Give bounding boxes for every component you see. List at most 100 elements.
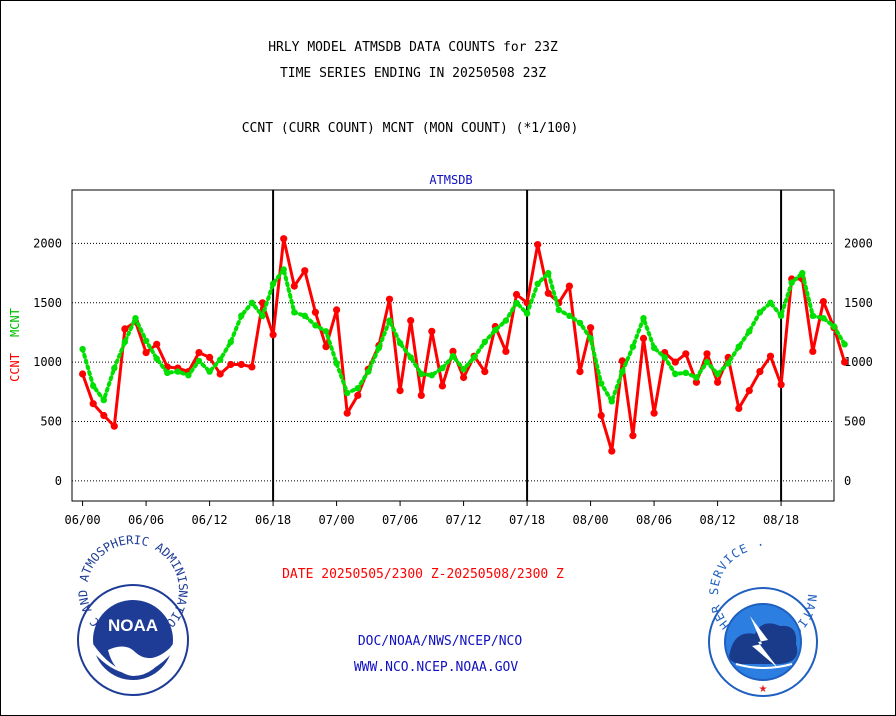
ccnt-point [311,308,319,316]
mcnt-point [238,312,245,319]
ccnt-point [153,340,161,348]
ccnt-point [227,360,235,369]
x-tick-label: 08/00 [573,513,609,527]
mcnt-point [714,370,721,378]
ccnt-point [692,378,701,386]
ccnt-point [110,422,118,430]
ccnt-point [587,324,595,332]
svg-text:★: ★ [759,684,768,695]
mcnt-point [439,364,446,372]
mcnt-point [269,280,277,287]
ccnt-point [237,360,245,369]
ccnt-point [544,289,552,297]
ccnt-point [449,347,457,355]
noaa-ring-text: NATIONAL OCEANIC AND ATMOSPHERIC ADMINIS… [0,0,190,647]
ccnt-point [597,411,605,420]
mcnt-line [80,264,847,406]
ccnt-point [481,368,489,376]
mcnt-point [534,280,541,287]
mcnt-point [598,380,605,387]
ccnt-point [756,368,764,376]
ccnt-point [714,378,722,386]
mcnt-point [661,354,668,361]
ccnt-point [565,282,574,290]
ccnt-point [333,306,341,314]
x-tick-label: 06/06 [128,513,164,527]
footer-org: DOC/NOAA/NWS/NCEP/NCO [358,634,523,649]
mcnt-point [174,368,181,375]
ccnt-point [407,317,415,325]
y-tick-label-left: 1000 [33,355,62,369]
ccnt-point [629,432,637,440]
ccnt-point [576,368,584,376]
mcnt-point [767,299,774,306]
noaa-logo: NATIONAL OCEANIC AND ATMOSPHERIC ADMINIS… [0,0,190,696]
chart-title-line-2: TIME SERIES ENDING IN 20250508 23Z [280,66,546,81]
mcnt-point [375,344,383,352]
ccnt-point [79,370,87,378]
mcnt-point [280,266,287,273]
ccnt-point [280,235,288,243]
y-axis-label-mcnt: MCNT [8,308,22,337]
nws-logo: NATIONAL WEATHER SERVICE · ★ [707,538,818,697]
mcnt-point [746,328,753,335]
series-layer [79,235,849,455]
ccnt-point [671,358,679,366]
x-tick-label: 06/18 [255,513,291,527]
y-tick-label-right: 1500 [844,296,873,310]
mcnt-point [735,343,742,350]
mcnt-point [322,328,330,335]
ccnt-point [841,358,849,366]
mcnt-point [640,315,647,322]
ccnt-point [216,370,224,378]
mcnt-point [142,337,150,344]
ccnt-point [809,347,817,355]
mcnt-point [502,317,510,324]
x-tick-label: 06/12 [192,513,228,527]
mcnt-point [90,382,97,390]
svg-text:NATIONAL OCEANIC AND ATMOSPHER: NATIONAL OCEANIC AND ATMOSPHERIC ADMINIS… [0,0,190,647]
ccnt-point [100,411,108,420]
ccnt-point [89,400,97,408]
y-axis-label-ccnt: CCNT [8,353,22,382]
ccnt-point [428,327,436,335]
mcnt-point [132,315,139,322]
ccnt-point [460,373,468,382]
plot-area [71,189,835,502]
y-tick-label-right: 1000 [844,355,873,369]
mcnt-point [809,312,816,319]
mcnt-point [576,319,584,327]
date-range: DATE 20250505/2300 Z-20250508/2300 Z [282,567,564,582]
y-tick-labels: 0 0 500 500 1000 1000 1500 1500 2000 2000 [33,236,873,487]
mcnt-point [608,398,615,405]
mcnt-point [650,344,658,352]
ccnt-point [396,387,404,395]
mcnt-point [111,364,118,372]
mcnt-point [830,323,838,330]
x-tick-label: 08/18 [763,513,799,527]
x-tick-label: 06/00 [65,513,101,527]
ccnt-point [322,343,330,351]
footer-url: WWW.NCO.NCEP.NOAA.GOV [354,660,519,675]
y-tick-label-left: 1500 [33,296,62,310]
ccnt-point [248,363,256,371]
noaa-center-text: NOAA [108,616,158,635]
y-tick-label-right: 500 [844,414,866,428]
mcnt-point [799,269,806,277]
mcnt-point [460,366,467,373]
x-tick-label: 08/12 [700,513,736,527]
mcnt-point [217,356,224,363]
x-tick-label: 08/06 [636,513,672,527]
mcnt-point [777,312,785,319]
mcnt-point [492,326,499,334]
mcnt-point [428,372,435,379]
x-tick-label: 07/18 [509,513,545,527]
y-tick-label-left: 500 [40,414,62,428]
mcnt-point [259,312,266,319]
mcnt-point [396,339,404,347]
ccnt-point [534,241,542,249]
mcnt-point [619,368,626,375]
ccnt-point [777,381,785,389]
mcnt-point [703,358,711,366]
x-tick-label: 07/12 [446,513,482,527]
